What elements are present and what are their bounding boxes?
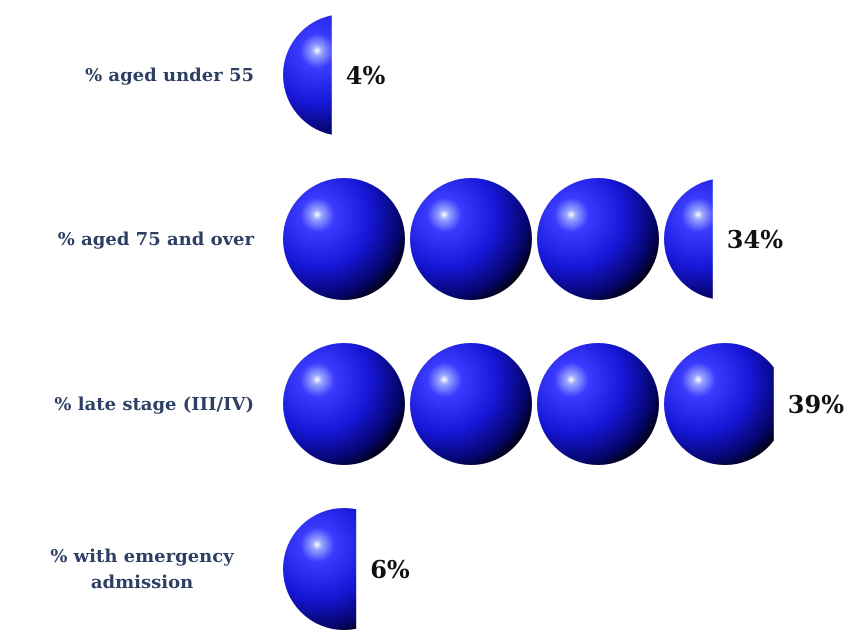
value-label-row-4: 6% — [370, 555, 410, 584]
sphere-row-3-1 — [283, 343, 405, 465]
value-label-row-2: 34% — [727, 225, 783, 254]
sphere-partial-row-1 — [283, 15, 332, 135]
category-label-row-1: % aged under 55 — [85, 65, 254, 86]
value-label-row-3: 39% — [788, 390, 844, 419]
category-label-row-2: % aged 75 and over — [58, 229, 255, 250]
sphere-row-3-2 — [410, 343, 532, 465]
sphere-partial-row-2 — [664, 179, 713, 299]
sphere-row-3-3 — [537, 343, 659, 465]
value-label-row-1: 4% — [346, 61, 386, 90]
sphere-partial-row-4 — [283, 508, 357, 630]
category-label-row-4: % with emergency admission — [50, 546, 234, 593]
sphere-row-2-2 — [410, 178, 532, 300]
sphere-row-2-1 — [283, 178, 405, 300]
sphere-partial-row-3 — [664, 343, 774, 465]
category-label-row-3: % late stage (III/IV) — [54, 394, 254, 415]
sphere-row-2-3 — [537, 178, 659, 300]
